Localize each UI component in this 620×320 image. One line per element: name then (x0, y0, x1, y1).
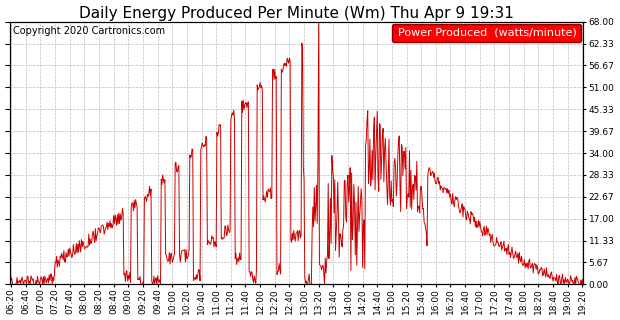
Legend: Power Produced  (watts/minute): Power Produced (watts/minute) (392, 24, 581, 42)
Title: Daily Energy Produced Per Minute (Wm) Thu Apr 9 19:31: Daily Energy Produced Per Minute (Wm) Th… (79, 5, 514, 20)
Text: Copyright 2020 Cartronics.com: Copyright 2020 Cartronics.com (13, 26, 166, 36)
